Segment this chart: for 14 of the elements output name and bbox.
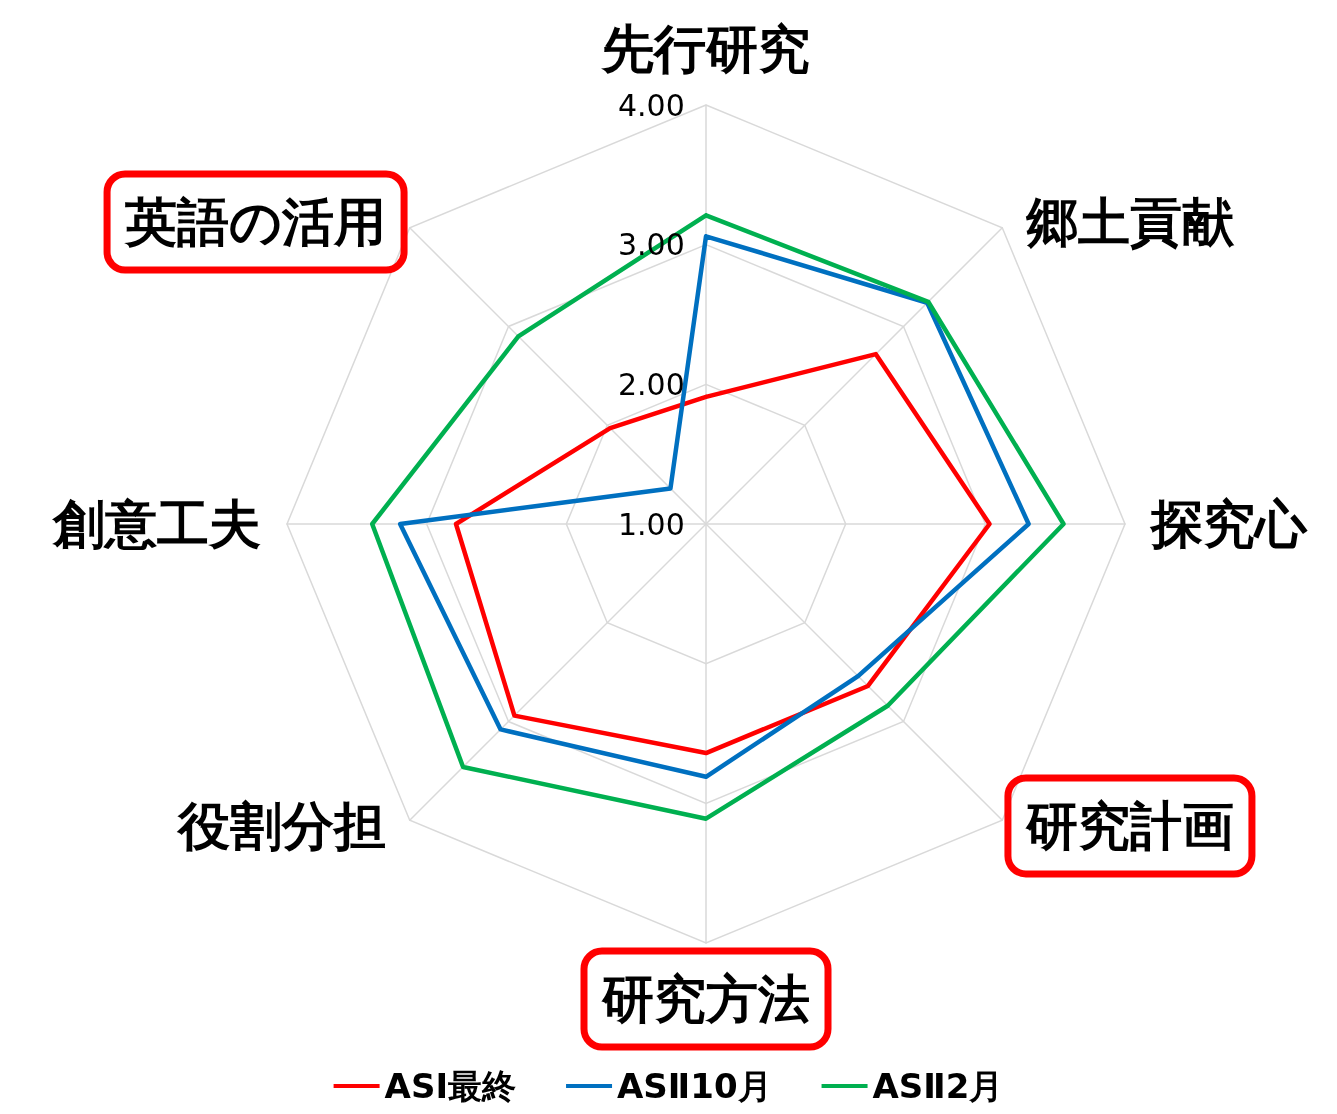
y-tick-label: 4.00: [618, 87, 685, 123]
spoke-label: 郷土貢献: [1024, 192, 1235, 253]
legend-label: ASⅠ最終: [384, 1066, 517, 1106]
spoke-label: 英語の活用: [124, 192, 387, 253]
spoke-label: 先行研究: [601, 19, 810, 79]
y-tick-label: 2.00: [618, 366, 685, 402]
spoke-label: 創意工夫: [51, 494, 261, 554]
spoke-label: 役割分担: [176, 795, 387, 856]
legend-label: ASⅡ2月: [872, 1066, 1004, 1106]
y-tick-label: 1.00: [618, 506, 685, 542]
spoke-label: 研究計画: [1024, 795, 1234, 856]
spoke-label: 研究方法: [601, 969, 810, 1029]
spoke-label: 探究心: [1149, 494, 1308, 554]
legend-label: ASⅡ10月: [617, 1066, 772, 1106]
